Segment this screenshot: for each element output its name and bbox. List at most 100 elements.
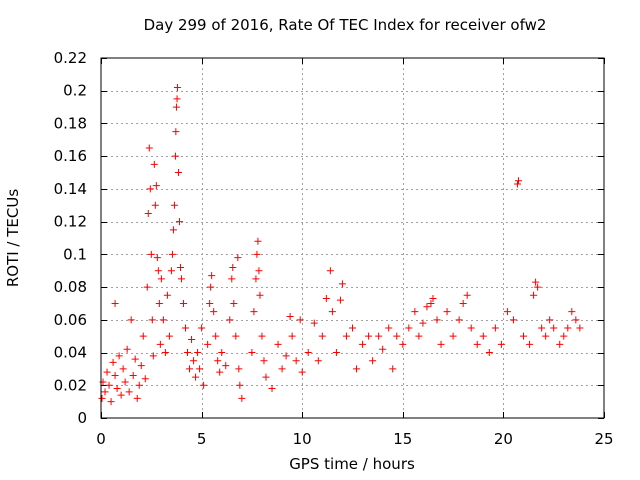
- data-point: [133, 394, 141, 402]
- data-point: [455, 316, 463, 324]
- data-point: [207, 283, 215, 291]
- data-point: [560, 332, 568, 340]
- data-point: [254, 237, 262, 245]
- data-point: [109, 358, 117, 366]
- data-point: [150, 160, 158, 168]
- data-point: [252, 275, 260, 283]
- data-point: [174, 169, 182, 177]
- data-point: [135, 381, 143, 389]
- data-point: [365, 332, 373, 340]
- y-tick-label: 0.1: [63, 245, 87, 263]
- data-point: [437, 340, 445, 348]
- y-axis-label: ROTI / TECUs: [4, 189, 22, 287]
- y-tick-label: 0.14: [54, 180, 87, 198]
- data-point: [546, 316, 554, 324]
- data-point: [117, 391, 125, 399]
- data-point: [157, 275, 165, 283]
- data-point: [419, 319, 427, 327]
- x-tick-label: 25: [594, 430, 613, 448]
- data-point: [214, 357, 222, 365]
- data-point: [139, 332, 147, 340]
- data-point: [192, 373, 200, 381]
- data-point: [111, 299, 119, 307]
- data-point: [167, 267, 175, 275]
- data-point: [288, 332, 296, 340]
- data-point: [342, 332, 350, 340]
- data-point: [143, 283, 151, 291]
- data-point: [184, 349, 192, 357]
- chart-title: Day 299 of 2016, Rate Of TEC Index for r…: [144, 16, 547, 34]
- data-point: [349, 324, 356, 332]
- data-point: [336, 296, 344, 304]
- data-point: [459, 299, 467, 307]
- data-point: [230, 299, 238, 307]
- data-point: [338, 280, 346, 288]
- data-point: [179, 299, 187, 307]
- data-point: [170, 201, 178, 209]
- data-point: [186, 365, 194, 373]
- data-point: [194, 349, 202, 357]
- data-point: [433, 316, 441, 324]
- data-point: [153, 254, 161, 262]
- data-point: [520, 332, 528, 340]
- data-point: [532, 278, 540, 286]
- data-point: [145, 144, 153, 152]
- data-point: [497, 340, 505, 348]
- data-point: [268, 385, 276, 393]
- data-point: [572, 316, 580, 324]
- data-point: [503, 308, 511, 316]
- data-point: [127, 316, 135, 324]
- data-point: [479, 332, 487, 340]
- data-point: [322, 295, 330, 303]
- data-point: [210, 308, 218, 316]
- data-point: [286, 313, 294, 321]
- data-point: [204, 340, 212, 348]
- data-point: [173, 83, 181, 91]
- data-point: [389, 365, 397, 373]
- data-point: [375, 332, 383, 340]
- data-point: [556, 340, 564, 348]
- data-point: [119, 365, 127, 373]
- data-point: [176, 263, 184, 271]
- data-point: [125, 388, 133, 396]
- data-point: [526, 340, 534, 348]
- x-tick-label: 15: [393, 430, 412, 448]
- data-point: [393, 332, 401, 340]
- y-tick-label: 0.2: [63, 82, 87, 100]
- data-point: [216, 368, 224, 376]
- y-tick-label: 0.16: [54, 147, 87, 165]
- data-point: [513, 180, 521, 188]
- data-point: [149, 352, 157, 360]
- data-point: [282, 352, 290, 360]
- data-point: [399, 340, 407, 348]
- data-point: [298, 368, 306, 376]
- data-point: [198, 324, 206, 332]
- data-point: [182, 324, 190, 332]
- data-point: [218, 349, 226, 357]
- data-point: [292, 357, 300, 365]
- x-tick-label: 10: [293, 430, 312, 448]
- data-point: [188, 335, 196, 343]
- data-point: [369, 357, 377, 365]
- data-point: [234, 254, 242, 262]
- data-point: [385, 324, 393, 332]
- data-point: [236, 381, 244, 389]
- data-point: [411, 308, 419, 316]
- data-point: [255, 267, 263, 275]
- data-point: [359, 340, 367, 348]
- data-point: [107, 398, 115, 406]
- data-point: [310, 319, 318, 327]
- data-point: [151, 201, 159, 209]
- data-point: [144, 209, 152, 217]
- data-point: [485, 349, 493, 357]
- plot-frame: [100, 57, 605, 419]
- data-point: [159, 316, 167, 324]
- data-point: [111, 371, 119, 379]
- data-point: [568, 308, 576, 316]
- data-point: [250, 308, 258, 316]
- data-point: [467, 324, 475, 332]
- data-point: [147, 250, 155, 258]
- data-point: [212, 332, 220, 340]
- data-point: [429, 295, 437, 303]
- data-point: [137, 362, 145, 370]
